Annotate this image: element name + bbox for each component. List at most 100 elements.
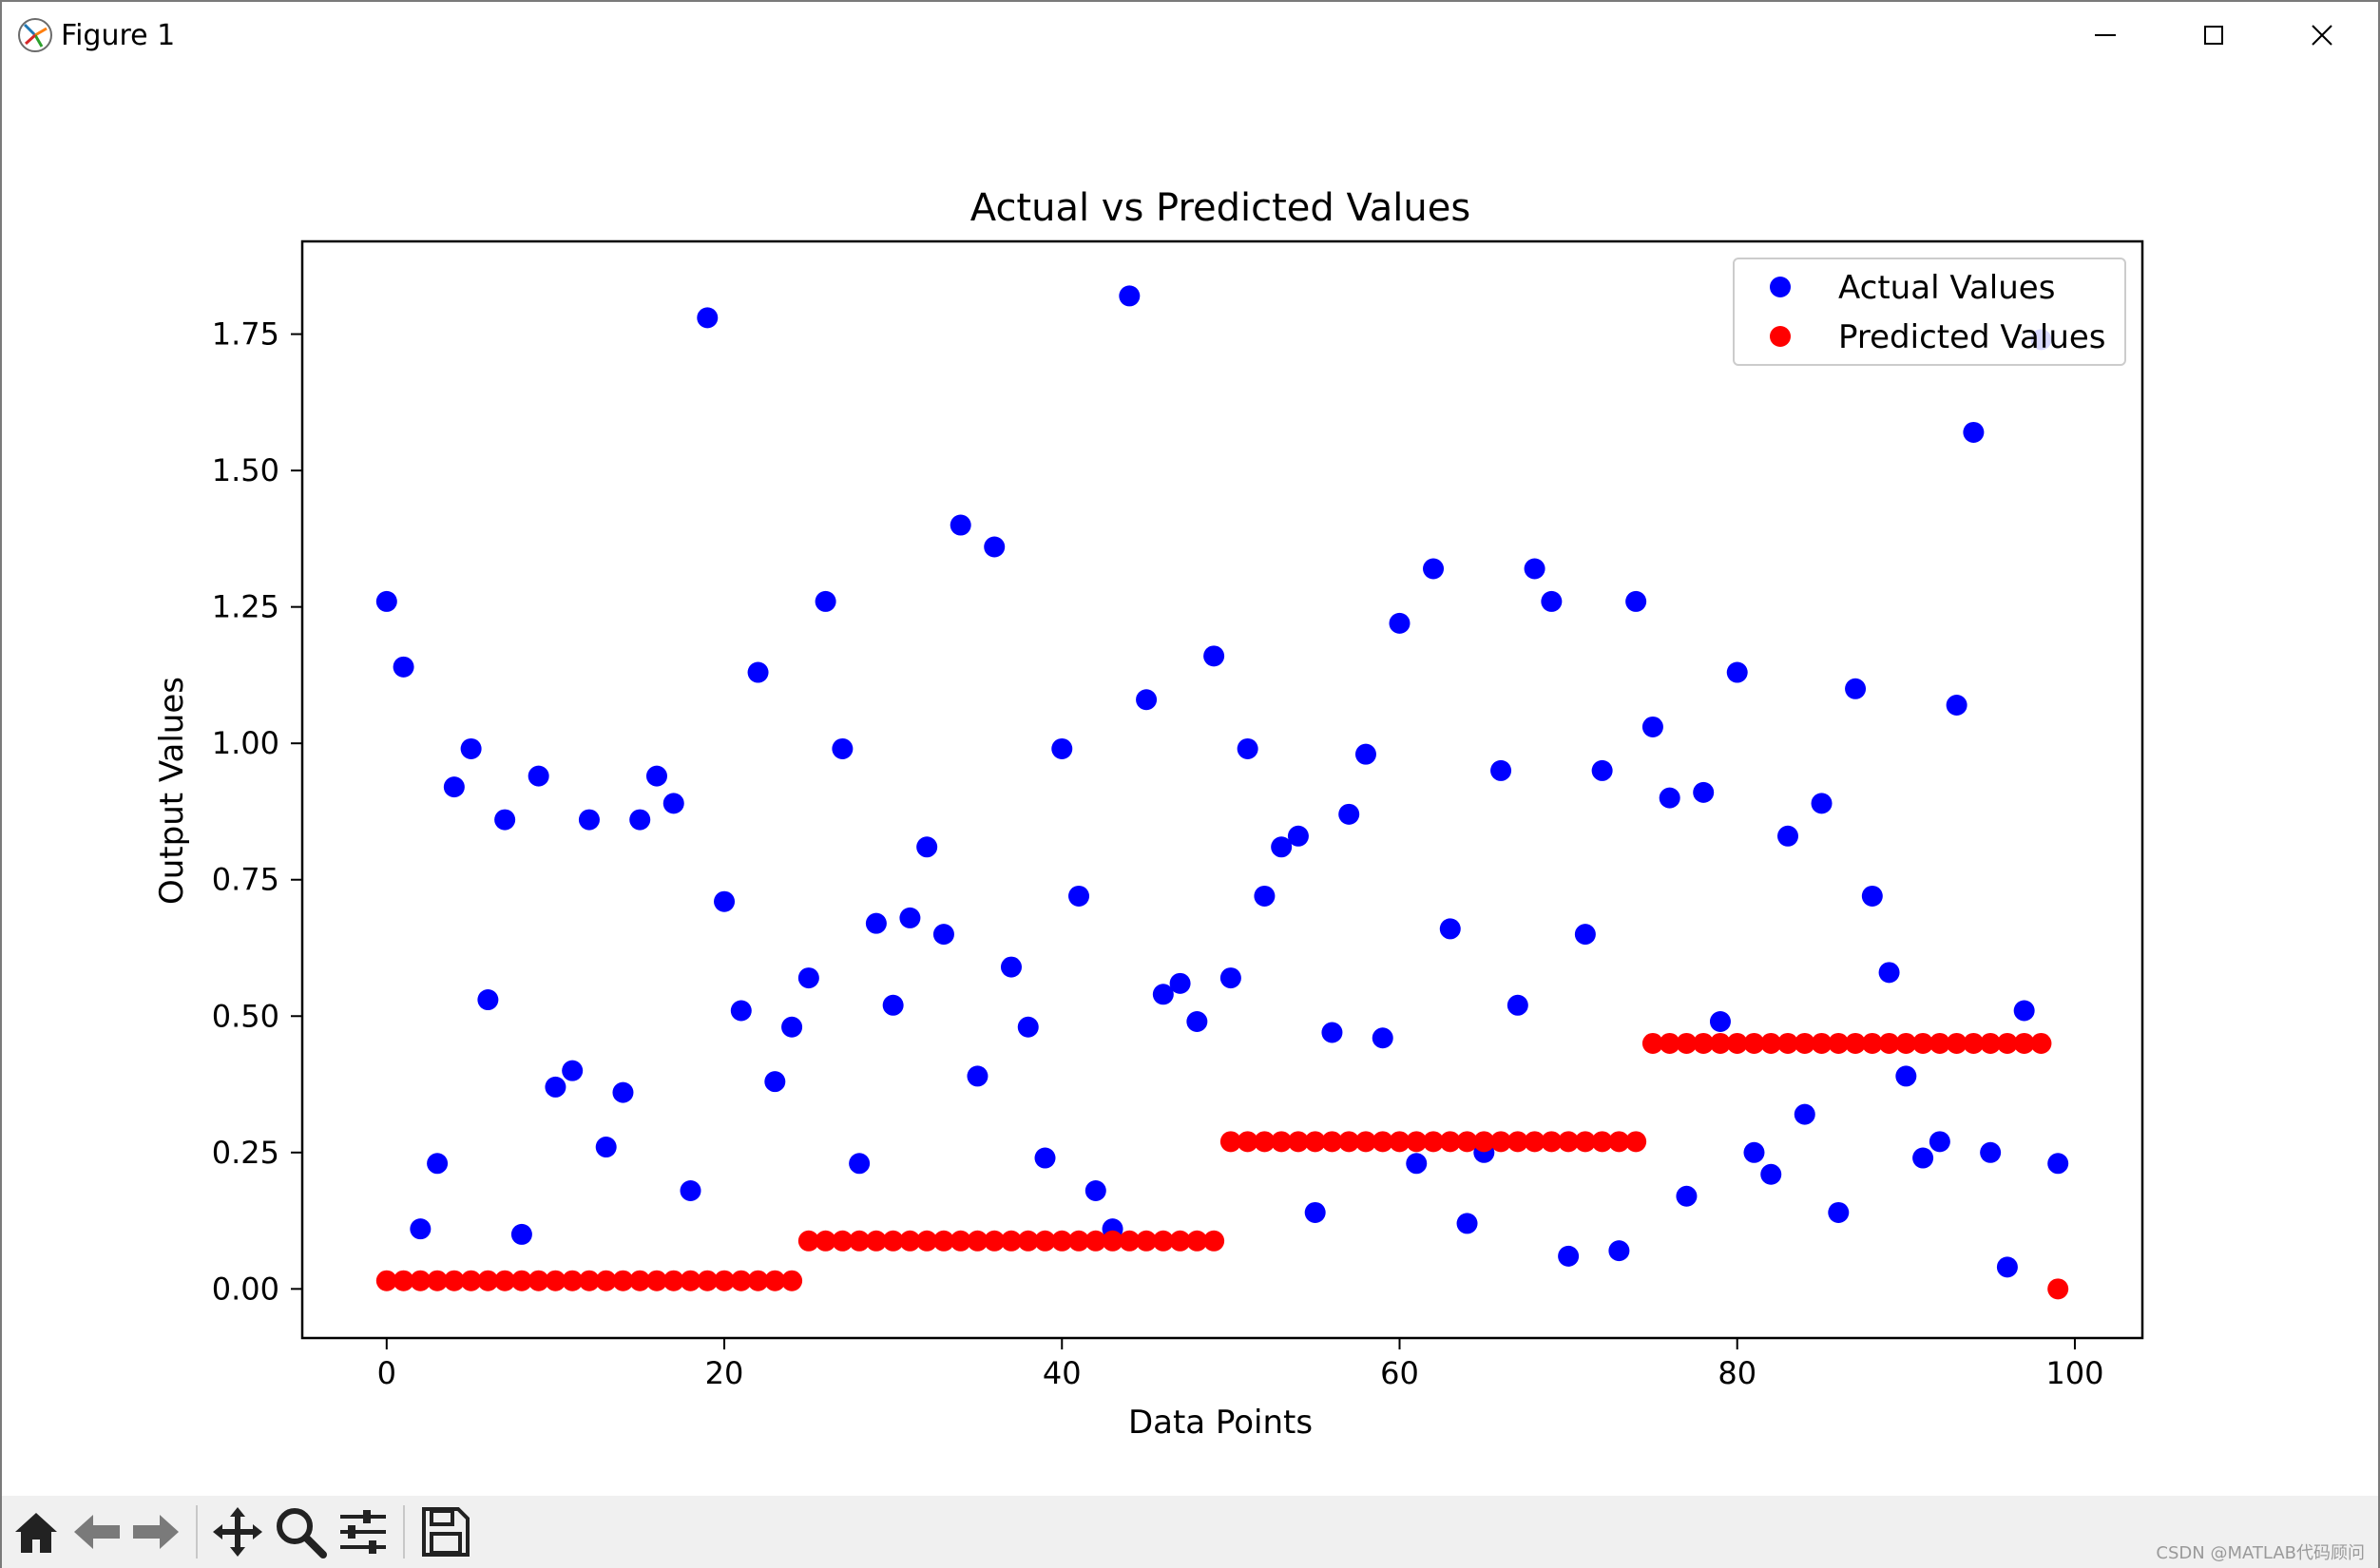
predicted-value-point xyxy=(375,1270,397,1291)
actual-value-point xyxy=(1068,885,1090,907)
predicted-value-point xyxy=(747,1270,769,1291)
toolbar-separator xyxy=(196,1505,198,1558)
axes xyxy=(300,239,2144,1340)
actual-value-point xyxy=(595,1137,617,1158)
predicted-value-point xyxy=(1490,1131,1512,1153)
y-tick-label: 1.00 xyxy=(212,725,279,761)
predicted-value-point xyxy=(510,1270,532,1291)
predicted-value-point xyxy=(714,1270,736,1291)
x-tick-label: 20 xyxy=(705,1355,744,1391)
predicted-value-point xyxy=(1996,1032,2018,1054)
predicted-value-point xyxy=(1389,1131,1411,1153)
actual-value-point xyxy=(1169,972,1191,994)
actual-value-point xyxy=(545,1076,566,1098)
back-button[interactable] xyxy=(68,1503,125,1560)
predicted-value-point xyxy=(1574,1131,1596,1153)
pan-icon xyxy=(213,1507,262,1557)
predicted-value-point xyxy=(2047,1278,2069,1300)
y-tick-label: 0.50 xyxy=(212,998,279,1034)
predicted-value-point xyxy=(1304,1131,1326,1153)
actual-value-point xyxy=(967,1065,988,1087)
actual-value-point xyxy=(612,1081,634,1103)
y-tick-label: 1.75 xyxy=(212,316,279,353)
actual-value-point xyxy=(562,1060,584,1081)
actual-value-point xyxy=(1608,1240,1630,1262)
predicted-value-point xyxy=(1760,1032,1782,1054)
actual-value-point xyxy=(1507,994,1528,1016)
predicted-value-point xyxy=(1254,1131,1276,1153)
figure-canvas[interactable]: Actual vs Predicted Values 0 20 40 60 80 100 … xyxy=(2,68,2378,1494)
predicted-value-point xyxy=(1861,1032,1883,1054)
actual-value-point xyxy=(1980,1141,2002,1163)
legend-label-actual: Actual Values xyxy=(1838,269,2055,307)
predicted-value-point xyxy=(1693,1032,1715,1054)
maximize-icon xyxy=(2204,26,2223,45)
predicted-value-point xyxy=(629,1270,651,1291)
actual-value-point xyxy=(427,1153,449,1175)
predicted-value-point xyxy=(849,1230,871,1252)
actual-value-point xyxy=(1878,962,1900,984)
predicted-value-point xyxy=(1338,1131,1360,1153)
predicted-value-point xyxy=(1406,1131,1428,1153)
minimize-icon xyxy=(2095,34,2116,36)
predicted-value-point xyxy=(1541,1131,1563,1153)
actual-value-point xyxy=(1084,1179,1106,1201)
predicted-value-point xyxy=(393,1270,414,1291)
y-tick-label: 0.75 xyxy=(212,862,279,898)
save-icon xyxy=(422,1507,470,1557)
actual-value-point xyxy=(1726,661,1748,683)
y-tick-label: 1.50 xyxy=(212,452,279,488)
predicted-value-point xyxy=(1017,1230,1039,1252)
actual-value-point xyxy=(1558,1245,1580,1267)
close-button[interactable] xyxy=(2279,11,2365,59)
actual-value-point xyxy=(815,590,836,612)
actual-value-point xyxy=(797,967,819,989)
actual-value-point xyxy=(899,907,921,928)
actual-value-point xyxy=(1490,759,1512,781)
predicted-value-point xyxy=(1219,1131,1241,1153)
forward-button[interactable] xyxy=(127,1503,184,1560)
actual-value-point xyxy=(1574,924,1596,946)
x-axis-ticks: 0 20 40 60 80 100 xyxy=(377,1338,2103,1391)
close-icon xyxy=(2312,25,2332,46)
predicted-value-point xyxy=(1641,1032,1663,1054)
configure-subplots-button[interactable] xyxy=(335,1503,392,1560)
actual-value-point xyxy=(984,536,1006,558)
home-button[interactable] xyxy=(8,1503,65,1560)
predicted-value-point xyxy=(1136,1230,1158,1252)
predicted-value-point xyxy=(1354,1131,1376,1153)
predicted-value-point xyxy=(882,1230,904,1252)
predicted-value-point xyxy=(1034,1230,1056,1252)
maximize-button[interactable] xyxy=(2171,11,2256,59)
actual-value-point xyxy=(764,1071,786,1093)
actual-value-point xyxy=(1321,1022,1343,1043)
actual-value-point xyxy=(477,989,499,1011)
actual-value-point xyxy=(1861,885,1883,907)
chart-title: Actual vs Predicted Values xyxy=(970,186,1470,230)
zoom-icon xyxy=(277,1508,327,1558)
pan-button[interactable] xyxy=(209,1503,266,1560)
actual-value-point xyxy=(1963,421,1985,443)
x-tick-label: 80 xyxy=(1718,1355,1756,1391)
predicted-value-point xyxy=(1473,1131,1495,1153)
actual-value-point xyxy=(1389,612,1411,634)
predicted-value-point xyxy=(1743,1032,1765,1054)
actual-value-point xyxy=(680,1179,701,1201)
predicted-value-point xyxy=(427,1270,449,1291)
predicted-value-point xyxy=(1372,1131,1393,1153)
save-button[interactable] xyxy=(416,1503,473,1560)
predicted-value-point xyxy=(1152,1230,1174,1252)
actual-value-point xyxy=(1693,781,1715,803)
predicted-value-point xyxy=(1287,1131,1309,1153)
predicted-value-point xyxy=(1811,1032,1833,1054)
predicted-value-point xyxy=(1946,1032,1967,1054)
y-tick-label: 0.00 xyxy=(212,1271,279,1307)
minimize-button[interactable] xyxy=(2063,11,2148,59)
predicted-value-point xyxy=(1169,1230,1191,1252)
x-tick-label: 60 xyxy=(1380,1355,1419,1391)
zoom-button[interactable] xyxy=(272,1503,329,1560)
title-bar[interactable]: Figure 1 xyxy=(2,2,2378,68)
actual-value-point xyxy=(393,656,414,678)
predicted-value-point xyxy=(578,1270,600,1291)
